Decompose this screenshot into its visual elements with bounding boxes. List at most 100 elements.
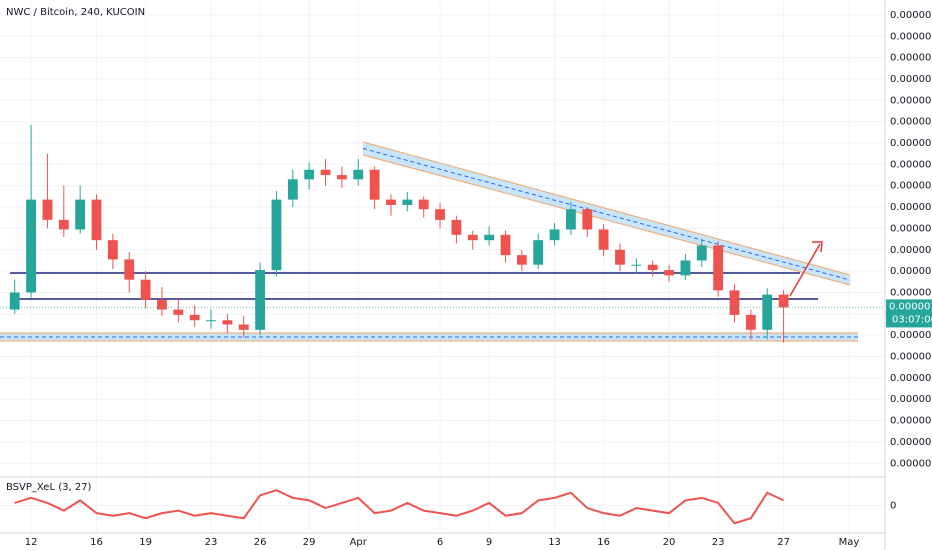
x-tick-label: 26 bbox=[254, 537, 267, 548]
y-tick-label: 0.00000540 bbox=[890, 74, 932, 85]
arrow-head bbox=[812, 241, 823, 253]
x-tick-label: 9 bbox=[486, 537, 492, 548]
x-tick-label: Apr bbox=[350, 537, 368, 548]
indicator-line bbox=[14, 489, 785, 525]
y-tick-label: 0.00000240 bbox=[890, 394, 932, 405]
candle-body bbox=[320, 169, 331, 176]
x-tick-label: 20 bbox=[663, 537, 676, 548]
y-tick-label: 0.00000180 bbox=[890, 458, 932, 469]
candle-body bbox=[140, 279, 151, 300]
y-tick-label: 0.00000440 bbox=[890, 181, 932, 192]
last-price-tag bbox=[886, 299, 932, 328]
axes: 0.00000600 0.00000580 0.00000560 0.00000540… bbox=[25, 10, 932, 548]
x-tick-label: 27 bbox=[777, 537, 790, 548]
y-tick-label: 0.00000300 bbox=[890, 330, 932, 341]
x-tick-label: 23 bbox=[205, 537, 218, 548]
candle-body bbox=[173, 309, 184, 315]
candle-body bbox=[533, 240, 544, 265]
x-tick-label: 19 bbox=[139, 537, 152, 548]
candle-body bbox=[238, 324, 249, 330]
candle-body bbox=[516, 255, 527, 265]
indicator-tick-label: 0 bbox=[890, 501, 896, 512]
candle-body bbox=[271, 199, 282, 271]
candle-body bbox=[713, 245, 724, 291]
candle-body bbox=[435, 209, 445, 220]
candle-body bbox=[386, 199, 396, 205]
candle-body bbox=[647, 264, 658, 271]
y-tick-label: 0.00000200 bbox=[890, 437, 932, 448]
candle-body bbox=[304, 169, 315, 180]
y-tick-label: 0.00000600 bbox=[890, 10, 932, 21]
candle-body bbox=[598, 229, 609, 250]
candle-body bbox=[58, 219, 69, 230]
x-tick-label: 12 bbox=[25, 537, 38, 548]
channel-edge bbox=[362, 141, 851, 276]
y-tick-label: 0.00000500 bbox=[890, 117, 932, 128]
last-price-label: 0.00000326 bbox=[889, 301, 932, 312]
x-tick-label: 23 bbox=[712, 537, 725, 548]
candles bbox=[0, 124, 885, 525]
candle-body bbox=[9, 292, 20, 310]
y-tick-label: 0.00000480 bbox=[890, 138, 932, 149]
candle-body bbox=[369, 169, 380, 200]
candle-body bbox=[75, 199, 86, 230]
x-tick-label: 16 bbox=[90, 537, 103, 548]
candle-body bbox=[484, 234, 495, 241]
candle-body bbox=[157, 299, 167, 310]
countdown: 03:07:06 bbox=[892, 314, 932, 325]
candle-body bbox=[696, 245, 707, 261]
indicator-name: BSVP_XeL (3, 27) bbox=[6, 482, 92, 493]
channel-center bbox=[362, 148, 851, 281]
x-tick-label: 13 bbox=[548, 537, 561, 548]
candle-body bbox=[124, 259, 135, 280]
candle-body bbox=[778, 294, 789, 308]
y-tick-label: 0.00000260 bbox=[890, 373, 932, 384]
candle-body bbox=[222, 320, 233, 325]
candle-body bbox=[418, 199, 429, 210]
candle-body bbox=[206, 320, 216, 322]
candle-body bbox=[287, 179, 298, 200]
candle-body bbox=[189, 314, 200, 321]
candle-body bbox=[451, 219, 462, 235]
candle-body bbox=[566, 209, 576, 230]
candle-body bbox=[353, 169, 364, 180]
y-tick-label: 0.00000340 bbox=[890, 287, 932, 298]
y-tick-label: 0.00000360 bbox=[890, 266, 932, 277]
candle-body bbox=[467, 234, 478, 241]
y-tick-label: 0.00000460 bbox=[890, 159, 932, 170]
candle-body bbox=[255, 270, 266, 330]
channel bbox=[363, 142, 850, 285]
x-tick-label: 6 bbox=[437, 537, 443, 548]
candle-body bbox=[762, 294, 773, 330]
candle-body bbox=[664, 270, 674, 276]
arrow bbox=[789, 243, 821, 297]
candle-body bbox=[91, 199, 102, 241]
chart-title: NWC / Bitcoin, 240, KUCOIN bbox=[6, 7, 145, 18]
candle-body bbox=[42, 199, 53, 220]
y-tick-label: 0.00000400 bbox=[890, 223, 932, 234]
channel-edge bbox=[362, 154, 851, 286]
candle-body bbox=[549, 229, 560, 241]
candle-body bbox=[500, 234, 511, 256]
x-tick-label: 16 bbox=[597, 537, 610, 548]
candle-body bbox=[402, 199, 413, 205]
y-tick-label: 0.00000220 bbox=[890, 416, 932, 427]
candle-body bbox=[107, 240, 118, 260]
candle-body bbox=[729, 290, 740, 315]
x-tick-label: 29 bbox=[303, 537, 316, 548]
y-tick-label: 0.00000580 bbox=[890, 31, 932, 42]
y-tick-label: 0.00000380 bbox=[890, 245, 932, 256]
candle-body bbox=[615, 249, 625, 265]
y-tick-label: 0.00000280 bbox=[890, 352, 932, 363]
candle-body bbox=[680, 260, 691, 276]
candle-body bbox=[26, 199, 36, 293]
candle-body bbox=[582, 209, 593, 230]
candle-body bbox=[631, 264, 642, 266]
candle-body bbox=[336, 175, 347, 180]
candle-body bbox=[745, 314, 756, 330]
x-tick-label: May bbox=[839, 537, 860, 548]
y-tick-label: 0.00000520 bbox=[890, 95, 932, 106]
y-tick-label: 0.00000560 bbox=[890, 53, 932, 64]
y-tick-label: 0.00000420 bbox=[890, 202, 932, 213]
